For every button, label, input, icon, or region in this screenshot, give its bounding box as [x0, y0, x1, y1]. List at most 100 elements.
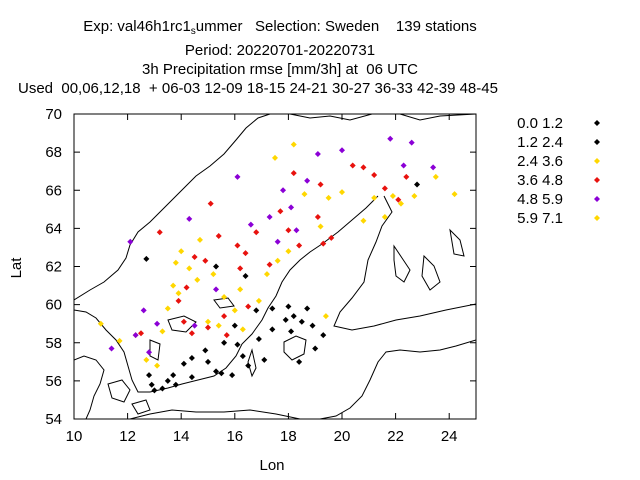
data-point — [272, 154, 278, 161]
data-point — [411, 192, 418, 199]
data-point — [245, 362, 252, 369]
data-point — [288, 328, 295, 335]
data-point — [247, 221, 254, 228]
legend-marker — [594, 196, 600, 202]
data-point — [191, 322, 198, 329]
y-tick-label: 70 — [45, 106, 62, 123]
data-point — [215, 233, 222, 239]
data-point — [371, 172, 378, 178]
data-point — [221, 313, 228, 320]
data-point — [234, 173, 241, 180]
x-tick-label: 20 — [334, 428, 351, 445]
data-point — [202, 257, 209, 264]
data-point — [290, 313, 297, 320]
data-point — [186, 265, 193, 272]
y-tick-label: 64 — [45, 220, 62, 237]
title-line-4: Used 00,06,12,18 + 06-03 12-09 18-15 24-… — [18, 80, 498, 97]
legend-marker — [594, 120, 600, 126]
data-point — [132, 332, 139, 339]
y-tick-label: 66 — [45, 182, 62, 199]
data-point — [188, 330, 195, 337]
legend: 0.0 1.2 1.2 2.4 2.4 3.6 3.6 4.8 4.8 5.9 5.9 7… — [517, 115, 600, 227]
data-point — [170, 372, 177, 379]
data-point — [387, 135, 394, 142]
data-point — [154, 320, 161, 327]
data-point — [309, 322, 316, 329]
data-point — [221, 339, 228, 346]
data-point — [389, 192, 396, 199]
data-point — [285, 303, 292, 310]
legend-label: 0.0 1.2 — [517, 115, 563, 132]
data-point — [188, 374, 195, 381]
data-point — [205, 318, 211, 325]
data-point — [274, 238, 281, 245]
data-point — [234, 242, 241, 249]
data-point — [381, 185, 388, 192]
x-tick-label: 18 — [280, 428, 297, 445]
legend-label: 5.9 7.1 — [517, 210, 563, 227]
data-point — [414, 181, 421, 188]
data-point — [408, 139, 415, 146]
title-line-3: 3h Precipitation rmse [mm/3h] at 06 UTC — [142, 61, 418, 78]
data-point — [146, 372, 153, 379]
title-line-1-subscript: s — [190, 26, 196, 37]
data-point — [317, 223, 324, 230]
y-tick-label: 54 — [45, 411, 62, 428]
data-point — [290, 141, 297, 148]
data-point — [381, 213, 388, 220]
x-tick-label: 24 — [441, 428, 458, 445]
data-point — [317, 181, 324, 188]
x-tick-label: 10 — [66, 428, 83, 445]
data-point — [339, 147, 345, 154]
data-point — [285, 227, 292, 234]
data-point — [170, 282, 177, 289]
x-axis-label: Lon — [259, 457, 284, 474]
data-point — [237, 286, 244, 293]
data-point — [290, 170, 297, 177]
data-point — [97, 320, 104, 327]
data-point — [231, 322, 238, 329]
data-point — [138, 330, 144, 337]
y-tick-label: 56 — [45, 373, 62, 390]
data-point — [196, 236, 203, 243]
data-point — [296, 242, 303, 249]
x-tick-label: 16 — [226, 428, 243, 445]
data-point — [296, 358, 303, 365]
data-point — [154, 362, 161, 369]
data-points — [97, 135, 458, 394]
chart-title: Exp: val46h1rc1summer Selection: Sweden … — [0, 17, 560, 98]
data-point — [282, 316, 289, 323]
data-point — [127, 238, 134, 245]
data-point — [234, 341, 241, 348]
data-point — [148, 381, 155, 388]
data-point — [269, 305, 276, 312]
x-tick-label: 12 — [119, 428, 136, 445]
data-point — [188, 355, 195, 361]
data-point — [298, 318, 305, 325]
data-point — [231, 307, 238, 314]
data-point — [312, 345, 319, 352]
x-tick-label: 14 — [173, 428, 190, 445]
data-point — [293, 227, 300, 234]
data-point — [180, 360, 187, 367]
data-point — [223, 332, 230, 339]
data-point — [207, 200, 214, 207]
data-point — [451, 191, 458, 198]
coastline-map — [74, 114, 476, 419]
legend-label: 4.8 5.9 — [517, 191, 563, 208]
data-point — [360, 164, 367, 171]
data-point — [288, 204, 295, 211]
data-point — [269, 326, 276, 333]
data-point — [301, 191, 308, 198]
data-point — [261, 356, 268, 363]
data-point — [371, 194, 378, 201]
data-point — [360, 217, 367, 224]
data-point — [175, 290, 182, 297]
data-point — [320, 332, 327, 339]
data-point — [237, 265, 244, 272]
data-point — [253, 229, 260, 236]
data-point — [242, 250, 249, 257]
data-point — [172, 259, 179, 266]
legend-marker — [594, 177, 600, 183]
